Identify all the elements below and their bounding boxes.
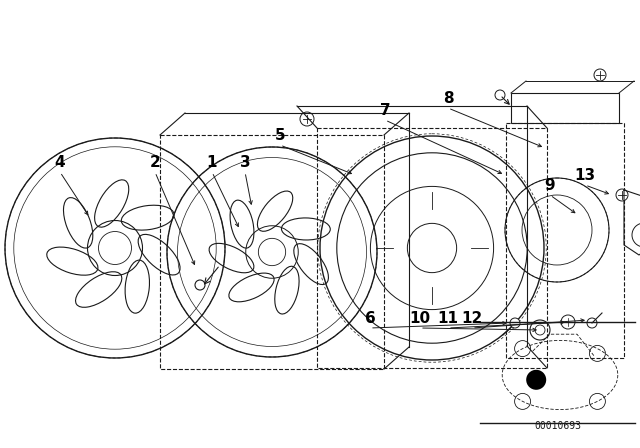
Text: 00010693: 00010693: [534, 421, 581, 431]
Circle shape: [195, 280, 205, 290]
Circle shape: [594, 69, 606, 81]
Text: 3: 3: [240, 155, 250, 169]
Text: 1: 1: [207, 155, 217, 169]
Text: 10: 10: [410, 310, 431, 326]
Text: 6: 6: [365, 310, 376, 326]
Circle shape: [300, 112, 314, 126]
Circle shape: [561, 315, 575, 329]
Text: 11: 11: [438, 310, 458, 326]
Bar: [506, 123, 624, 358]
Circle shape: [530, 320, 550, 340]
Circle shape: [616, 189, 628, 201]
Circle shape: [587, 318, 597, 328]
Text: 12: 12: [461, 310, 483, 326]
Bar: [511, 93, 619, 123]
Circle shape: [526, 370, 546, 390]
Text: 9: 9: [545, 177, 556, 193]
Circle shape: [510, 318, 520, 328]
Circle shape: [495, 90, 505, 100]
Text: 8: 8: [443, 90, 453, 105]
Text: 7: 7: [380, 103, 390, 117]
Text: 2: 2: [150, 155, 161, 169]
Text: 13: 13: [575, 168, 596, 182]
Text: 5: 5: [275, 128, 285, 142]
Text: 4: 4: [54, 155, 65, 169]
